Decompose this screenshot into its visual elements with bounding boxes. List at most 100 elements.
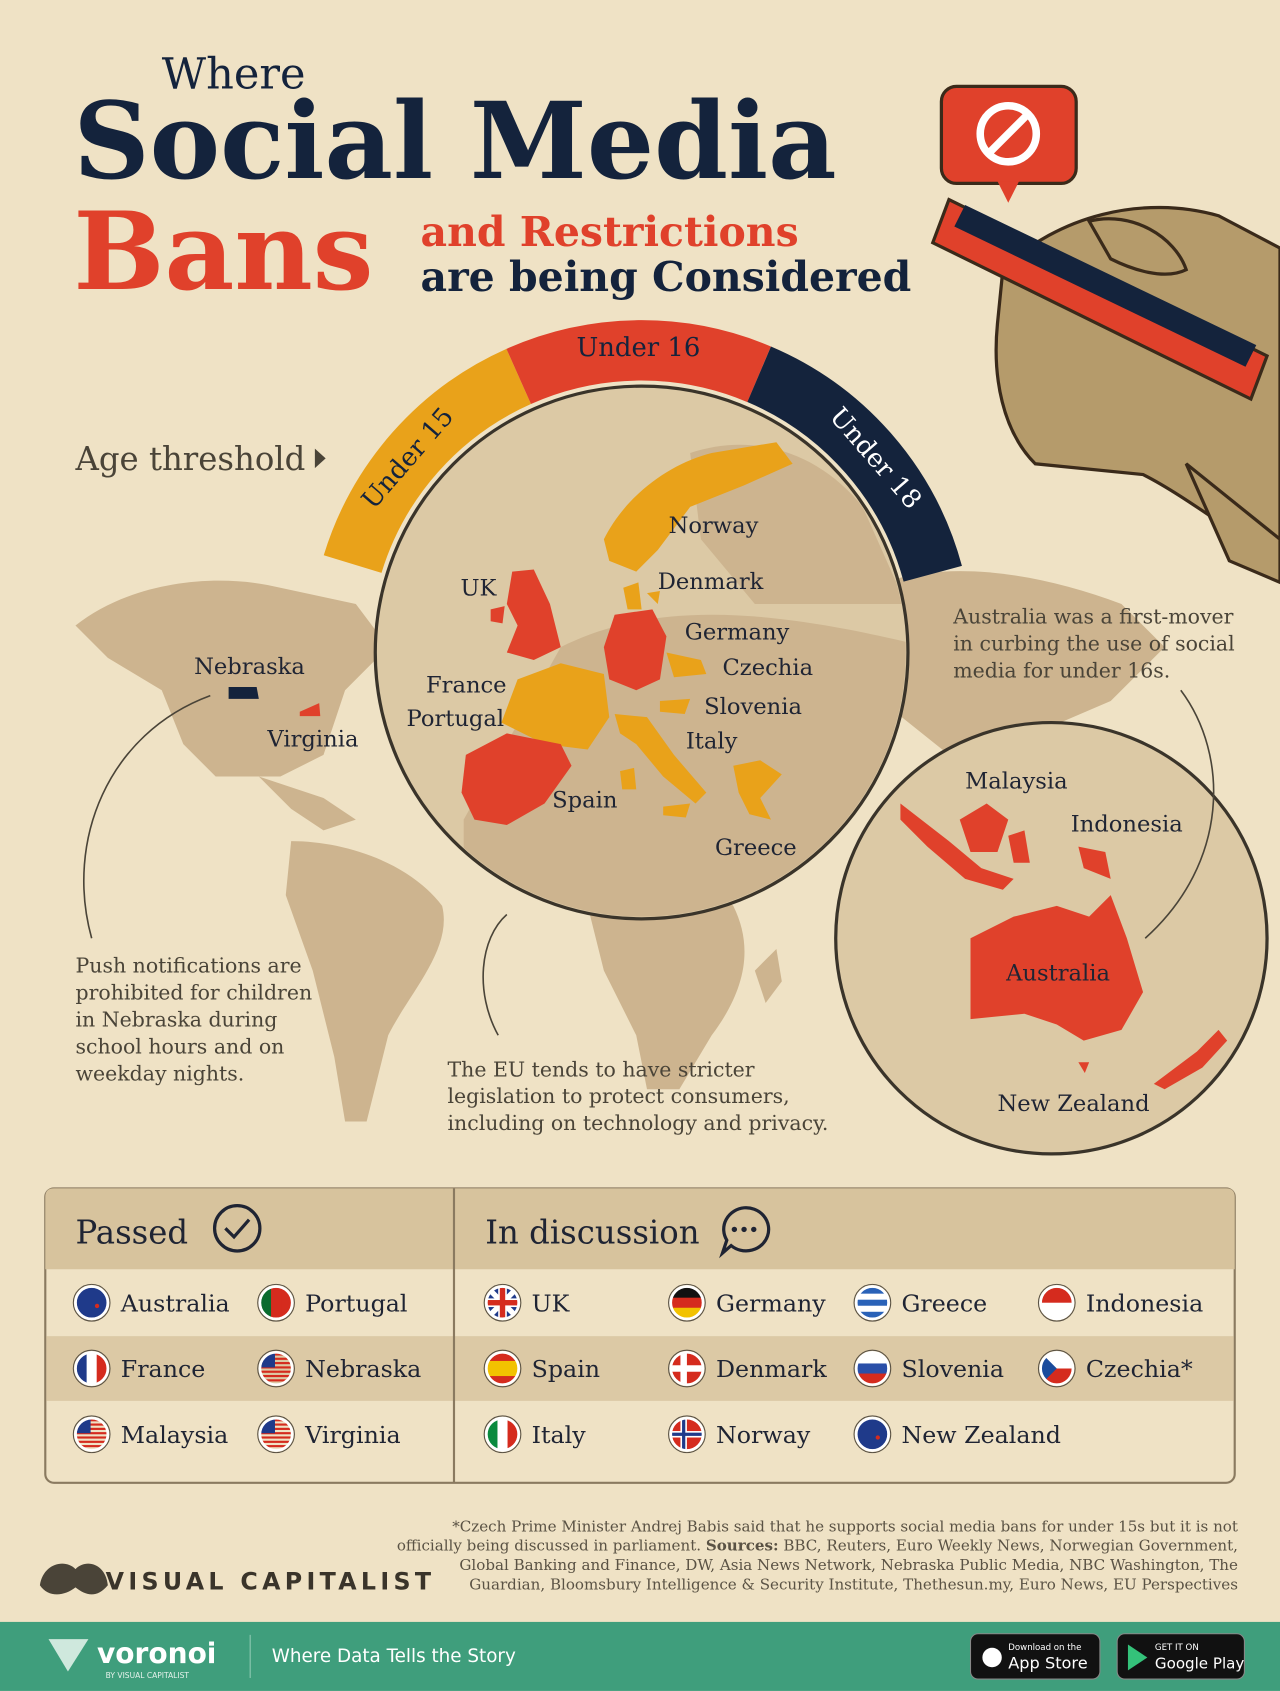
flag-stripe [271,1287,282,1318]
flag-ring [72,1283,111,1322]
flag [487,1353,518,1384]
flag-ring [1039,1285,1075,1321]
flag-stripe [76,1427,107,1430]
flag-stripe [507,1419,518,1450]
table-item: Germany [716,1289,826,1317]
footer-logo: voronoi [97,1637,216,1670]
flag-stripe [281,1287,292,1318]
flag-ring [484,1350,521,1387]
flag [260,1419,292,1448]
annotation-line: including on technology and privacy. [448,1111,829,1135]
flag-ring [72,1349,111,1388]
map-label: Indonesia [1071,811,1183,837]
app-store-badge[interactable] [969,1633,1101,1680]
flag-ring [854,1285,890,1321]
table-item: Spain [532,1355,600,1383]
annotation-line: media for under 16s. [953,658,1170,682]
flag-stripe [487,1368,518,1377]
virginia-shape [299,703,321,717]
flag-stripe [857,1373,888,1384]
flag [260,1287,292,1318]
table-item: France [121,1355,206,1383]
flag-stripe [260,1445,292,1448]
flag-stripe [76,1419,107,1422]
flag-stripe [857,1287,888,1295]
flag-stripe [487,1353,518,1362]
europe-inset: Norway UK Denmark Germany Czechia France… [373,384,910,921]
flag-stripe [487,1376,518,1384]
flag-star [875,1435,880,1440]
map-label: Greece [715,835,797,861]
flag-stripe [260,1432,292,1435]
flag-ring [72,1415,111,1454]
flag-stripe [487,1360,518,1370]
flag-stripe [497,1419,509,1450]
flag-ring [668,1283,706,1322]
map-label: Norway [669,513,759,539]
flag-stripe [260,1370,292,1373]
flag-ring [74,1285,110,1321]
map-label: Australia [1005,960,1110,986]
map-label: New Zealand [997,1091,1149,1117]
table-item: Virginia [304,1421,400,1449]
flag-ring [854,1350,890,1387]
flag [487,1419,518,1450]
table-item: Italy [532,1421,587,1449]
flag-stripe [76,1423,107,1426]
annotation-line: in Nebraska during [75,1008,277,1032]
flag-ring [669,1416,705,1452]
map-label: Portugal [407,706,505,732]
flag-ring [74,1350,110,1387]
map-label: Slovenia [704,694,802,720]
age-threshold: Age threshold Under 15 Under 16 Under 18 [74,320,962,583]
flag-ring [853,1283,892,1322]
flag-ring [668,1415,706,1454]
sources-text: Guardian, Bloomsbury Intelligence & Secu… [469,1576,1238,1594]
flag-stripe [260,1362,292,1365]
flag-stripe [260,1374,292,1378]
annotation-line: weekday nights. [75,1062,244,1086]
flag-ring [1037,1283,1076,1322]
sources-text: BBC, Reuters, Euro Weekly News, Norwegia… [783,1537,1238,1555]
flag-stripe [260,1423,292,1426]
flag-ring [669,1285,705,1321]
map-label: France [426,672,507,698]
flag-stripe [671,1297,703,1309]
flag-stripe [1041,1287,1072,1304]
annotation-line: Push notifications are [75,954,301,978]
flag-ring [1039,1350,1075,1387]
title-considered: are being Considered [421,253,912,301]
flag-cross [487,1300,518,1306]
flag-stripe [76,1440,107,1443]
flag-ring [74,1416,110,1452]
flag-ring [854,1416,890,1452]
map-label: Czechia [722,655,813,681]
flag-stripe [857,1299,888,1307]
flag-ring [853,1349,892,1388]
age-threshold-arrow [314,448,326,469]
status-table: Passed In discussion Australia Portugal Fr… [44,1187,1236,1484]
flag-bg [857,1419,888,1450]
annotation-line: in curbing the use of social [953,631,1234,655]
flag [1041,1353,1072,1384]
flag-stripe [76,1432,107,1435]
flag [76,1287,107,1318]
flag-stripe [857,1293,888,1301]
flag-stripe [260,1379,292,1382]
annotation-line: prohibited for children [75,981,312,1005]
flag-stripe [857,1353,888,1365]
footnote-text: officially being discussed in parliament… [397,1537,701,1555]
footer-tagline: Where Data Tells the Story [272,1646,516,1667]
nebraska-shape [228,686,259,699]
flag-bg [76,1287,107,1318]
flag-stripe [260,1287,272,1318]
table-item: Greece [901,1289,987,1317]
google-play-badge[interactable] [1116,1633,1245,1680]
flag-ring [483,1415,522,1454]
flag-ring [483,1283,522,1322]
map-label: Malaysia [965,768,1067,794]
annotation-line: The EU tends to have stricter [448,1057,755,1081]
annotation-line: school hours and on [75,1035,284,1059]
table-item: Slovenia [901,1355,1004,1383]
flag-ring [257,1349,295,1388]
